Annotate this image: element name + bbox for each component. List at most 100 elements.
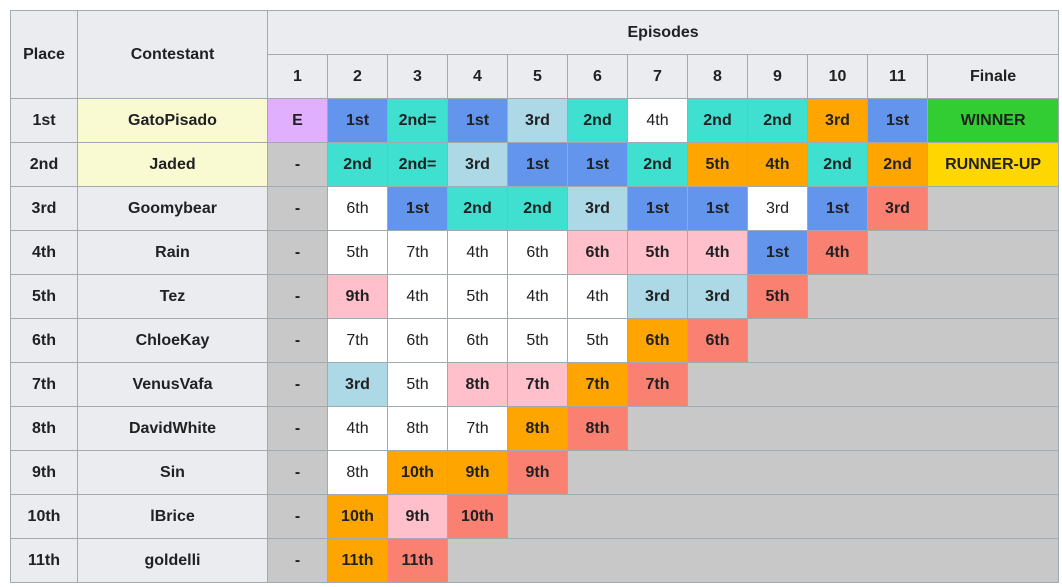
- result-cell: 3rd: [687, 274, 748, 319]
- result-cell: 2nd: [507, 186, 568, 231]
- column-header: 9: [747, 54, 808, 99]
- result-cell: 7th: [387, 230, 448, 275]
- result-cell: 2nd=: [387, 142, 448, 187]
- row: 3rd Goomybear -6th 1st 2nd 2nd 3rd 1st 1st 3rd 1st…: [10, 186, 1060, 231]
- result-cell: 8th: [567, 406, 628, 451]
- column-header: Finale: [926, 54, 1060, 99]
- result-cell: 4th: [627, 98, 688, 143]
- result-cell: 8th: [507, 406, 568, 451]
- results-table: Place Contestant Episodes 1 2 3 4 5 6 7 8 9 10 11 Fin…: [10, 10, 1060, 583]
- result-cell: 2nd: [567, 98, 628, 143]
- contestant: Rain: [77, 230, 268, 275]
- contestant: Tez: [77, 274, 268, 319]
- contestant: Goomybear: [77, 186, 268, 231]
- result-cell: -: [267, 186, 328, 231]
- result-cell: 4th: [747, 142, 808, 187]
- place: 6th: [10, 318, 78, 363]
- contestant: VenusVafa: [77, 362, 268, 407]
- result-cell: 5th: [507, 318, 568, 363]
- result-cell: 4th: [807, 230, 868, 275]
- empty-cell: [506, 494, 1060, 539]
- result-cell: 9th: [447, 450, 508, 495]
- empty-cell: [746, 318, 1060, 363]
- result-cell: 11th: [327, 538, 388, 583]
- result-cell: 6th: [567, 230, 628, 275]
- empty-cell: [926, 186, 1060, 231]
- result-cell: 7th: [567, 362, 628, 407]
- column-header: 8: [687, 54, 748, 99]
- result-cell: 6th: [687, 318, 748, 363]
- row: 10th lBrice -10th 9th 10th: [10, 494, 1060, 539]
- row: 5th Tez -9th 4th 5th 4th 4th 3rd 3rd 5th: [10, 274, 1060, 319]
- result-cell: 6th: [627, 318, 688, 363]
- column-header: 2: [327, 54, 388, 99]
- place: 9th: [10, 450, 78, 495]
- result-cell: 2nd: [807, 142, 868, 187]
- result-cell: 1st: [867, 98, 928, 143]
- result-cell: -: [267, 362, 328, 407]
- result-cell: 3rd: [447, 142, 508, 187]
- result-cell: 3rd: [747, 186, 808, 231]
- empty-cell: [626, 406, 1060, 451]
- result-cell: 1st: [327, 98, 388, 143]
- contestant: lBrice: [77, 494, 268, 539]
- row: 6th ChloeKay -7th 6th 6th 5th 5th 6th 6th: [10, 318, 1060, 363]
- result-cell: -: [267, 450, 328, 495]
- result-cell: 9th: [507, 450, 568, 495]
- row: 7th VenusVafa -3rd 5th 8th 7th 7th 7th: [10, 362, 1060, 407]
- column-header: 10: [807, 54, 868, 99]
- result-cell: 3rd: [867, 186, 928, 231]
- result-cell: 5th: [387, 362, 448, 407]
- result-cell: 5th: [567, 318, 628, 363]
- result-cell: 8th: [447, 362, 508, 407]
- contestant: Sin: [77, 450, 268, 495]
- column-header: 11: [867, 54, 928, 99]
- result-cell: 2nd: [627, 142, 688, 187]
- header-place: Place: [10, 10, 78, 99]
- result-cell: 4th: [447, 230, 508, 275]
- result-cell: 1st: [567, 142, 628, 187]
- result-cell: 5th: [627, 230, 688, 275]
- empty-cell: [866, 230, 1060, 275]
- contestant: GatoPisado: [77, 98, 268, 143]
- result-cell: 3rd: [627, 274, 688, 319]
- result-cell: -: [267, 494, 328, 539]
- result-cell: -: [267, 538, 328, 583]
- row: 4th Rain -5th 7th 4th 6th 6th 5th 4th 1st 4th: [10, 230, 1060, 275]
- result-cell: 9th: [327, 274, 388, 319]
- empty-cell: [566, 450, 1060, 495]
- result-cell: -: [267, 230, 328, 275]
- header-contestant: Contestant: [77, 10, 268, 99]
- result-cell: 4th: [687, 230, 748, 275]
- result-cell: -: [267, 318, 328, 363]
- result-cell: 10th: [387, 450, 448, 495]
- result-cell: 5th: [687, 142, 748, 187]
- result-cell: 11th: [387, 538, 448, 583]
- result-cell: 7th: [447, 406, 508, 451]
- result-cell: RUNNER-UP: [926, 142, 1060, 187]
- place: 3rd: [10, 186, 78, 231]
- result-cell: 2nd: [747, 98, 808, 143]
- contestant: goldelli: [77, 538, 268, 583]
- result-cell: 4th: [387, 274, 448, 319]
- empty-cell: [806, 274, 1060, 319]
- result-cell: 10th: [327, 494, 388, 539]
- result-cell: 2nd: [447, 186, 508, 231]
- column-header: 5: [507, 54, 568, 99]
- result-cell: E: [267, 98, 328, 143]
- place: 5th: [10, 274, 78, 319]
- result-cell: 5th: [747, 274, 808, 319]
- result-cell: 4th: [567, 274, 628, 319]
- result-cell: 6th: [327, 186, 388, 231]
- result-cell: 7th: [507, 362, 568, 407]
- result-cell: 3rd: [807, 98, 868, 143]
- contestant: ChloeKay: [77, 318, 268, 363]
- place: 8th: [10, 406, 78, 451]
- empty-cell: [446, 538, 1060, 583]
- row: 9th Sin -8th 10th 9th 9th: [10, 450, 1060, 495]
- row: 11th goldelli -11th 11th: [10, 538, 1060, 583]
- place: 11th: [10, 538, 78, 583]
- result-cell: 3rd: [327, 362, 388, 407]
- header-episodes: Episodes: [266, 10, 1060, 55]
- result-cell: 7th: [627, 362, 688, 407]
